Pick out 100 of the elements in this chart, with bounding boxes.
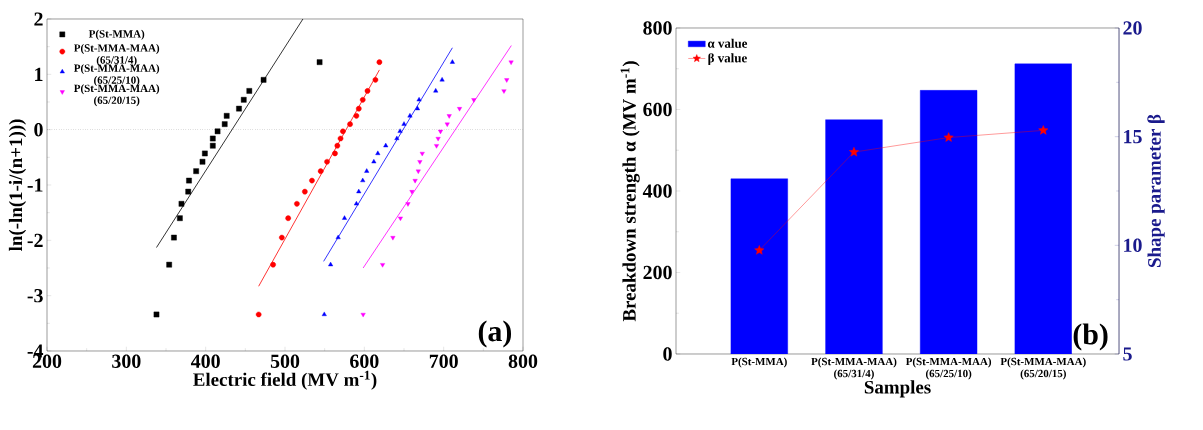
legend-label: P(St-MMA) (88, 29, 145, 40)
point (279, 234, 285, 241)
point (438, 129, 443, 135)
point (255, 311, 262, 318)
point (383, 142, 389, 148)
y-tick-label: 200 (643, 265, 672, 280)
y-tick-label: -3 (27, 288, 43, 303)
y-tick-label: 0 (34, 122, 43, 137)
point (504, 78, 510, 83)
x-tick-label: P(St-MMA) (731, 357, 787, 368)
point (449, 59, 455, 64)
y-tick-label: 2 (34, 12, 43, 26)
point (415, 169, 421, 174)
point (364, 88, 371, 94)
point (471, 98, 477, 103)
point (359, 97, 366, 103)
point (1038, 125, 1049, 135)
y-tick-label: 400 (642, 184, 672, 198)
point (401, 121, 407, 126)
point (185, 188, 191, 195)
point (397, 128, 403, 133)
point (397, 216, 403, 221)
x-tick-label: 700 (429, 354, 458, 368)
point (342, 215, 347, 220)
point (416, 97, 422, 102)
point (412, 179, 418, 184)
x-tick-label: P(St-MMA-MAA) (65/31/4) (811, 357, 897, 380)
annotation: (a) (478, 320, 512, 348)
point (332, 150, 338, 157)
point (390, 236, 396, 241)
point (356, 188, 362, 194)
point (417, 160, 423, 165)
point (353, 201, 359, 206)
x-tick-label: P(St-MMA-MAA) (65/25/10) (905, 357, 992, 380)
point (457, 107, 462, 112)
point (321, 311, 327, 316)
point (177, 215, 183, 221)
point (285, 215, 291, 221)
point (328, 261, 334, 267)
point (364, 168, 370, 173)
y-tick-label: -1 (27, 178, 43, 192)
x-tick-label: 600 (350, 354, 379, 368)
point (210, 142, 216, 149)
y2-tick-label: 20 (1123, 21, 1142, 35)
point (439, 77, 445, 82)
point (446, 114, 452, 119)
point (353, 113, 360, 119)
x-axis-title: Electric field (MV m$^{-1}$) (193, 370, 377, 390)
point (324, 158, 330, 165)
point (435, 137, 441, 142)
point (434, 144, 439, 149)
point (236, 105, 242, 112)
x-tick-label: 800 (508, 354, 538, 368)
point (309, 177, 315, 184)
legend-label: α value (707, 38, 748, 48)
point (394, 135, 400, 141)
point (380, 263, 386, 268)
point (316, 59, 323, 65)
point (294, 201, 300, 207)
y-tick-label: 1 (35, 67, 43, 81)
point (178, 201, 185, 207)
point (202, 150, 208, 157)
y2-axis-title: Shape parameter β (1147, 114, 1165, 268)
point (407, 113, 413, 118)
y-tick-label: 800 (643, 21, 672, 35)
point (405, 202, 411, 207)
point (415, 105, 420, 111)
point (409, 190, 415, 195)
point (508, 60, 514, 65)
point (260, 77, 267, 83)
point (240, 97, 247, 103)
point (355, 105, 362, 112)
point (444, 122, 450, 127)
point (360, 312, 366, 318)
x-tick-label: 400 (190, 354, 220, 368)
point (334, 142, 341, 149)
y-tick-label: 0 (663, 347, 672, 361)
point (433, 88, 439, 93)
point (210, 135, 216, 142)
point (186, 177, 192, 184)
point (375, 150, 381, 155)
point (849, 146, 859, 157)
point (246, 88, 253, 94)
point (221, 121, 228, 127)
point (317, 168, 324, 174)
x-tick-label: P(St-MMA-MAA) (65/20/15) (1000, 357, 1086, 380)
point (223, 113, 230, 119)
point (193, 168, 199, 174)
y2-tick-label: 5 (1123, 347, 1132, 361)
point (153, 311, 160, 318)
point (347, 121, 353, 127)
x-tick-label: 300 (112, 354, 141, 368)
point (302, 188, 308, 195)
point (270, 261, 276, 268)
y-tick-label: 600 (643, 102, 672, 117)
y2-tick-label: 15 (1124, 129, 1142, 144)
point (335, 234, 341, 240)
point (166, 261, 172, 268)
point (337, 135, 344, 142)
y-axis-title: ln(-ln(1-i/(n+1))) (8, 119, 27, 252)
